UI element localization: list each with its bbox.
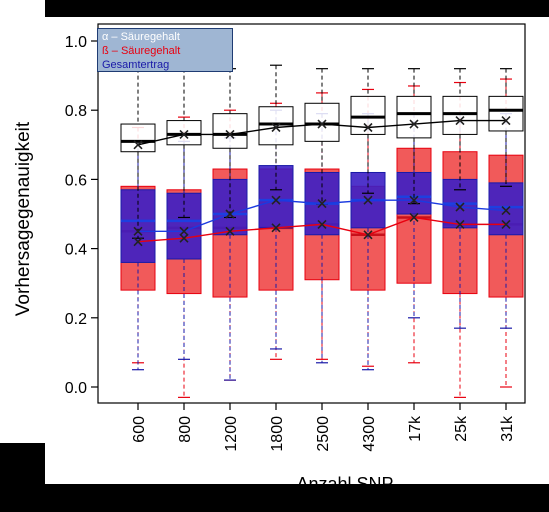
box <box>120 123 156 153</box>
mean-marker <box>363 195 373 205</box>
legend-entry-beta: ß – Säuregehalt <box>102 45 181 57</box>
x-tick-label: 17k <box>407 415 424 442</box>
box <box>212 113 248 149</box>
mean-marker <box>501 205 511 216</box>
y-tick-label: 0.2 <box>65 311 87 328</box>
top-left-white-corner <box>0 0 45 17</box>
mean-marker <box>133 140 143 150</box>
mean-marker <box>317 119 327 129</box>
mean-marker <box>317 219 327 229</box>
legend-entry-alpha: α – Säuregehalt <box>102 31 180 43</box>
x-tick-label: 1800 <box>269 416 286 452</box>
y-axis-label: Vorhersagegenauigkeit <box>13 121 34 317</box>
box <box>350 95 386 135</box>
mean-marker <box>409 119 419 129</box>
x-tick-label: 600 <box>131 416 148 443</box>
box <box>488 95 524 132</box>
box <box>166 120 202 146</box>
box <box>442 95 478 135</box>
mean-marker <box>225 226 235 236</box>
mean-marker <box>133 226 143 236</box>
box <box>396 171 432 215</box>
x-tick-label: 31k <box>499 415 516 442</box>
mean-marker <box>409 212 419 223</box>
mean-marker <box>501 219 511 229</box>
mean-marker <box>409 195 419 205</box>
mean-marker <box>225 209 235 219</box>
x-tick-label: 1200 <box>223 416 240 452</box>
y-tick-label: 0.6 <box>65 172 87 189</box>
y-tick-label: 0.8 <box>65 103 87 120</box>
box <box>396 95 432 139</box>
legend-entry-gesamtertrag: Gesamtertrag <box>102 59 170 71</box>
y-tick-label: 0.0 <box>65 380 87 397</box>
legend: α – Säuregehalt ß – Säuregehalt Gesamter… <box>97 28 233 72</box>
x-tick-label: 4300 <box>361 416 378 452</box>
x-tick-label: 2500 <box>315 416 332 452</box>
mean-marker <box>271 122 281 133</box>
mean-marker <box>179 226 189 236</box>
mean-marker <box>363 230 373 240</box>
y-tick-label: 1.0 <box>65 34 87 51</box>
box <box>258 106 294 146</box>
mean-marker <box>271 195 281 205</box>
mean-marker <box>179 233 189 243</box>
top-black-band <box>45 0 549 17</box>
mean-marker <box>501 116 511 126</box>
mean-marker <box>455 202 465 212</box>
box <box>488 182 524 236</box>
mean-marker <box>317 199 327 209</box>
mean-marker <box>133 237 143 247</box>
mean-marker <box>225 129 235 139</box>
x-tick-label: 25k <box>453 415 470 442</box>
box <box>120 189 156 263</box>
bottom-black-band <box>0 484 549 512</box>
mean-marker <box>271 223 281 233</box>
mean-marker <box>179 129 189 139</box>
mean-marker <box>363 122 373 133</box>
y-tick-label: 0.4 <box>65 242 87 259</box>
mean-marker <box>455 219 465 229</box>
x-tick-label: 800 <box>177 416 194 443</box>
box <box>304 102 340 142</box>
mean-marker <box>455 116 465 126</box>
